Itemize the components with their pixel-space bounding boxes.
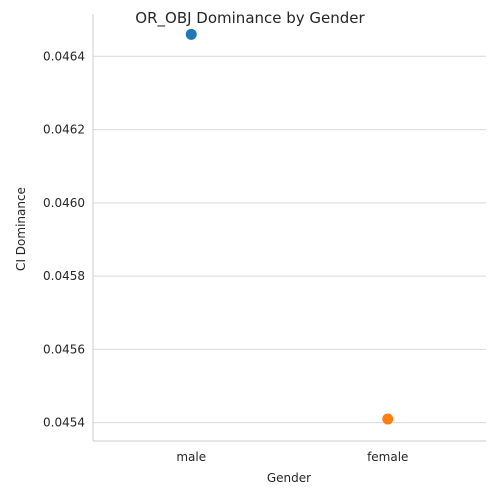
x-tick-labels: male female (176, 450, 408, 464)
y-axis-label: CI Dominance (14, 187, 28, 271)
chart-title: OR_OBJ Dominance by Gender (135, 9, 365, 28)
y-gridlines (93, 55, 486, 424)
x-tick-label: male (176, 450, 206, 464)
y-tick-label: 0.0458 (43, 269, 85, 283)
y-tick-label: 0.0462 (43, 123, 85, 137)
y-tick-label: 0.0456 (43, 342, 85, 356)
x-axis-label: Gender (267, 471, 311, 485)
y-tick-labels: 0.0454 0.0456 0.0458 0.0460 0.0462 0.0464 (43, 49, 85, 429)
y-tick-label: 0.0464 (43, 49, 85, 63)
x-tick-label: female (367, 450, 408, 464)
y-tick-label: 0.0454 (43, 416, 85, 430)
y-tick-label: 0.0460 (43, 196, 85, 210)
data-point-female (382, 413, 394, 425)
data-point-male (185, 28, 197, 40)
data-points (185, 28, 394, 425)
